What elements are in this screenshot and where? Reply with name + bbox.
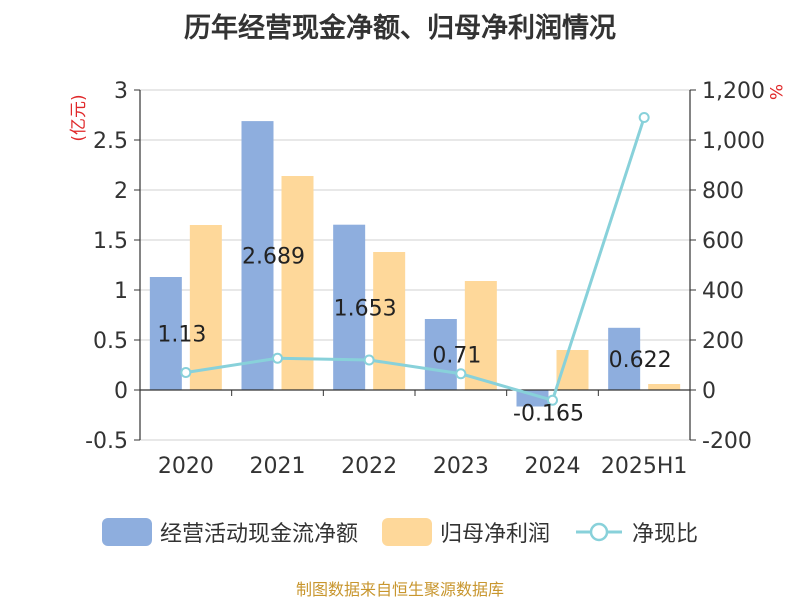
legend-swatch-cash bbox=[101, 518, 152, 546]
legend-swatch-ratio bbox=[576, 522, 622, 542]
legend: 经营活动现金流净额 归母净利润 净现比 bbox=[0, 516, 800, 548]
cash-bar bbox=[149, 277, 182, 390]
left-tick-label: 0 bbox=[114, 379, 128, 404]
cash-bar bbox=[333, 224, 366, 390]
right-tick-label: 1,200 bbox=[702, 79, 765, 104]
cash-data-label: 2.689 bbox=[242, 245, 305, 270]
cash-data-label: 0.622 bbox=[609, 348, 672, 373]
ratio-point bbox=[272, 352, 283, 364]
legend-item-profit[interactable]: 归母净利润 bbox=[381, 516, 550, 548]
legend-label-ratio: 净现比 bbox=[632, 522, 699, 547]
source-note: 制图数据来自恒生聚源数据库 bbox=[295, 580, 504, 599]
cash-bar bbox=[424, 319, 457, 390]
legend-label-profit: 归母净利润 bbox=[439, 522, 550, 547]
right-tick-label: -200 bbox=[702, 429, 752, 454]
cash-data-label: 1.653 bbox=[334, 296, 397, 321]
data-labels: 1.13 2.689 1.653 0.71 -0.165 0.622 bbox=[157, 245, 671, 427]
left-tick-label: 1 bbox=[114, 279, 128, 304]
left-tick-label: 3 bbox=[114, 79, 128, 104]
ratio-point bbox=[455, 368, 467, 380]
left-tick-label: 0.5 bbox=[93, 329, 128, 354]
ratio-point bbox=[547, 394, 558, 406]
legend-label-cash: 经营活动现金流净额 bbox=[159, 522, 358, 547]
chart-title: 历年经营现金净额、归母净利润情况 bbox=[184, 13, 616, 44]
right-axis-label: % bbox=[765, 84, 785, 100]
x-tick-label: 2024 bbox=[525, 454, 581, 479]
legend-swatch-profit bbox=[381, 518, 432, 546]
right-tick-label: 1,000 bbox=[702, 129, 765, 154]
legend-item-ratio[interactable]: 净现比 bbox=[574, 516, 698, 548]
axes: -0.5 0 0.5 1 1.5 2 2.5 3 -200 0 200 400 600 800 1,000 1… bbox=[85, 79, 765, 479]
ratio-point bbox=[363, 354, 375, 366]
ratio-line-series bbox=[180, 112, 650, 406]
x-tick-label: 2020 bbox=[158, 454, 214, 479]
right-tick-label: 800 bbox=[702, 179, 744, 204]
left-axis-label: (亿元) bbox=[69, 94, 89, 141]
cash-data-label: -0.165 bbox=[513, 402, 584, 427]
profit-bar bbox=[281, 176, 314, 390]
grid-lines bbox=[140, 89, 690, 441]
bars bbox=[149, 121, 681, 407]
left-tick-label: 1.5 bbox=[93, 229, 128, 254]
profit-bar bbox=[373, 252, 406, 390]
x-tick-label: 2021 bbox=[250, 454, 306, 479]
right-tick-label: 0 bbox=[702, 379, 716, 404]
x-tick-label: 2023 bbox=[433, 454, 489, 479]
legend-item-cash[interactable]: 经营活动现金流净额 bbox=[101, 516, 358, 548]
cash-bar bbox=[608, 327, 641, 390]
ratio-point bbox=[638, 112, 650, 123]
x-tick-label: 2025H1 bbox=[601, 454, 688, 479]
right-tick-label: 400 bbox=[702, 279, 744, 304]
x-tick-label: 2022 bbox=[341, 454, 397, 479]
cash-data-label: 1.13 bbox=[157, 323, 206, 348]
cash-bar bbox=[241, 121, 274, 390]
ratio-line bbox=[185, 117, 646, 403]
profit-bar bbox=[464, 281, 497, 390]
left-tick-label: 2 bbox=[114, 179, 128, 204]
profit-bar bbox=[648, 384, 681, 390]
right-tick-label: 200 bbox=[702, 329, 744, 354]
right-tick-label: 600 bbox=[702, 229, 744, 254]
cash-data-label: 0.71 bbox=[432, 344, 481, 369]
ratio-point bbox=[180, 367, 192, 378]
profit-bar bbox=[189, 225, 222, 390]
cash-bar bbox=[516, 390, 549, 407]
left-tick-label: -0.5 bbox=[85, 429, 128, 454]
left-tick-label: 2.5 bbox=[93, 129, 128, 154]
